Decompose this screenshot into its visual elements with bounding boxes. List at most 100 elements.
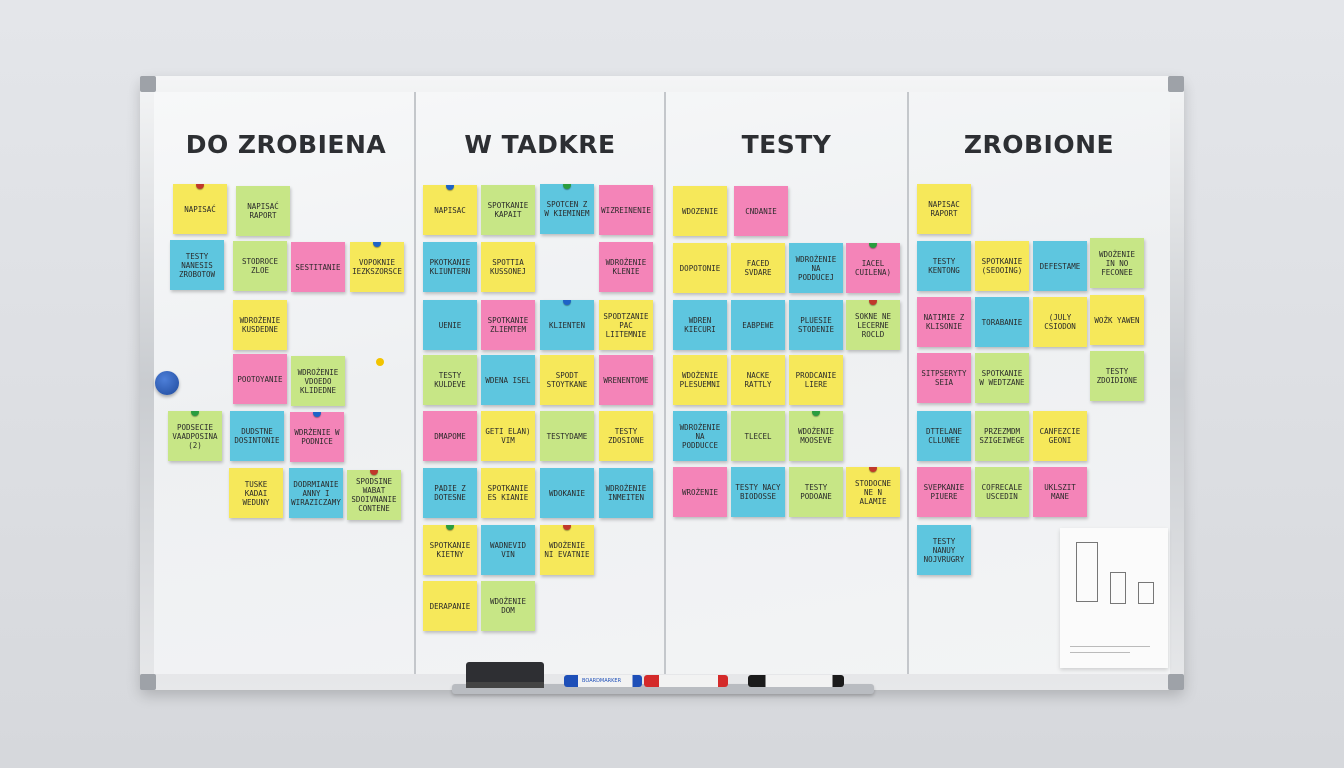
sticky-note[interactable]: Padie z dotesne <box>423 468 477 518</box>
sticky-note[interactable]: Napisać raport <box>236 186 290 236</box>
sticky-note[interactable]: Spotkanie kapait <box>481 185 535 235</box>
sticky-note[interactable]: Iacel cuilena) <box>846 243 900 293</box>
sticky-note[interactable]: Sitpseryty seia <box>917 353 971 403</box>
sticky-note-text: Pootoyanie <box>237 374 283 384</box>
sticky-note[interactable]: Przezmdm szigeiwege <box>975 411 1029 461</box>
sticky-note[interactable]: Dodrmianie anny i wiraziczamy <box>289 468 343 518</box>
sticky-note-text: Wożk yawen <box>1094 315 1140 325</box>
sticky-note[interactable]: Wdożenie dom <box>481 581 535 631</box>
sheet-bar <box>1110 572 1126 604</box>
sticky-note[interactable]: Spodsine wabat sdoivnanie contene <box>347 470 401 520</box>
sticky-note[interactable]: Spotkanie (seooing) <box>975 241 1029 291</box>
whiteboard-eraser[interactable] <box>466 662 544 688</box>
sticky-note[interactable]: Spotcen z w kieminem <box>540 184 594 234</box>
sticky-note[interactable]: Nacke rattly <box>731 355 785 405</box>
sticky-note[interactable]: Natimie z klisonie <box>917 297 971 347</box>
sticky-note[interactable]: Wdrożenie inmeiten <box>599 468 653 518</box>
sticky-note[interactable]: Testy podoane <box>789 467 843 517</box>
sticky-note[interactable]: Spodt stoytkane <box>540 355 594 405</box>
sticky-note[interactable]: Klienten <box>540 300 594 350</box>
sticky-note[interactable]: Wdokanie <box>540 468 594 518</box>
sticky-note[interactable]: Pluesie stodenie <box>789 300 843 350</box>
sticky-note-text: Wdrożenie klenie <box>605 258 647 276</box>
sticky-note[interactable]: Testy nanesis zrobotow <box>170 240 224 290</box>
sticky-note[interactable]: Cndanie <box>734 186 788 236</box>
sticky-note[interactable]: Wdrżenie w podnice <box>290 412 344 462</box>
sticky-note[interactable]: Dmapome <box>423 411 477 461</box>
sticky-note[interactable]: Testy kuldeve <box>423 355 477 405</box>
sticky-note[interactable]: Dttelane cllunee <box>917 411 971 461</box>
sticky-note[interactable]: Testy kentong <box>917 241 971 291</box>
black-marker[interactable] <box>748 675 844 687</box>
sticky-note[interactable]: Spotkanie w wedtzane <box>975 353 1029 403</box>
sticky-note[interactable]: Spotkanie kietny <box>423 525 477 575</box>
blue-marker[interactable]: BOARDMARKER <box>564 675 642 687</box>
sticky-note[interactable]: Wdożenie plesuemni <box>673 355 727 405</box>
sticky-note[interactable]: Testydame <box>540 411 594 461</box>
sticky-note[interactable]: Sestitanie <box>291 242 345 292</box>
sticky-note[interactable]: Wdożenie mooseve <box>789 411 843 461</box>
sticky-note[interactable]: Wdrożenie na podducej <box>789 243 843 293</box>
sticky-note[interactable]: Spodtzanie pac liitemnie <box>599 300 653 350</box>
sticky-note[interactable]: Testy zdosione <box>599 411 653 461</box>
sticky-note[interactable]: Wizreinenie <box>599 185 653 235</box>
sticky-note[interactable]: Podsecie vaadposina (2) <box>168 411 222 461</box>
sticky-note[interactable]: Spotkanie es kianie <box>481 468 535 518</box>
sticky-note[interactable]: Napisać <box>173 184 227 234</box>
sticky-note[interactable]: Torabanie <box>975 297 1029 347</box>
pushpin-icon <box>313 412 321 417</box>
sticky-note[interactable]: Wdrożenie kusdedne <box>233 300 287 350</box>
sticky-note[interactable]: Wdena isel <box>481 355 535 405</box>
sticky-note-text: Spotkanie w wedtzane <box>979 369 1025 387</box>
sticky-note[interactable]: Uenie <box>423 300 477 350</box>
sticky-note[interactable]: Spottia kussonej <box>481 242 535 292</box>
sticky-note[interactable]: Wadnevid vin <box>481 525 535 575</box>
sticky-note[interactable]: Wdrożenie na podducce <box>673 411 727 461</box>
sticky-note[interactable]: Wdrożenie vdoedo klidedne <box>291 356 345 406</box>
sticky-note[interactable]: Uklszit mane <box>1033 467 1087 517</box>
sticky-note[interactable]: Svepkanie piuere <box>917 467 971 517</box>
sticky-note[interactable]: Napisac <box>423 185 477 235</box>
sticky-note[interactable]: Sokne ne lecerne rocld <box>846 300 900 350</box>
sticky-note[interactable]: Wrenentome <box>599 355 653 405</box>
sticky-note[interactable]: Pootoyanie <box>233 354 287 404</box>
sticky-note[interactable]: Tuske kadai weduny <box>229 468 283 518</box>
sticky-note[interactable]: Cofrecale uscedin <box>975 467 1029 517</box>
sticky-note[interactable]: Wdozenie <box>673 186 727 236</box>
frame-corner <box>140 76 156 92</box>
sticky-note[interactable]: Prodcanie liere <box>789 355 843 405</box>
sticky-note-text: Wdrożenie na podducce <box>679 422 721 450</box>
sticky-note[interactable]: Wożk yawen <box>1090 295 1144 345</box>
sticky-note[interactable]: Testy nanuy nojvrugry <box>917 525 971 575</box>
red-marker[interactable] <box>644 675 728 687</box>
sticky-note[interactable]: Stodroce zloe <box>233 241 287 291</box>
sticky-note[interactable]: Wdrożenie klenie <box>599 242 653 292</box>
sticky-note[interactable]: Eabpewe <box>731 300 785 350</box>
sticky-note[interactable]: Wdożenie ni evatnie <box>540 525 594 575</box>
sticky-note[interactable]: Dopotonie <box>673 243 727 293</box>
pushpin-icon <box>563 184 571 189</box>
sticky-note[interactable]: Wdren kiecuri <box>673 300 727 350</box>
sticky-note[interactable]: Wrożenie <box>673 467 727 517</box>
sticky-note[interactable]: Napisac raport <box>917 184 971 234</box>
sticky-note[interactable]: Pkotkanie kliuntern <box>423 242 477 292</box>
sticky-note[interactable]: Canfezcie geoni <box>1033 411 1087 461</box>
pushpin-icon <box>869 243 877 248</box>
sticky-note-text: Vopoknie iezkszorsce <box>352 258 402 276</box>
column-title-done: ZROBIONE <box>963 130 1115 159</box>
sticky-note[interactable]: Derapanie <box>423 581 477 631</box>
sticky-note[interactable]: Wdożenie in no feconee <box>1090 238 1144 288</box>
sticky-note[interactable]: Dudstne dosintonie <box>230 411 284 461</box>
sticky-note-text: Wizreinenie <box>601 205 651 215</box>
sticky-note[interactable]: Tlecel <box>731 411 785 461</box>
sticky-note-text: Wdrożenie na podducej <box>795 254 837 282</box>
sticky-note[interactable]: Faced svdare <box>731 243 785 293</box>
sticky-note[interactable]: Geti elan) vim <box>481 411 535 461</box>
sticky-note[interactable]: Testy nacy biodosse <box>731 467 785 517</box>
sticky-note[interactable]: Stodocne ne n alamie <box>846 467 900 517</box>
sticky-note[interactable]: Vopoknie iezkszorsce <box>350 242 404 292</box>
sticky-note[interactable]: Defestame <box>1033 241 1087 291</box>
sticky-note[interactable]: (july csiodon <box>1033 297 1087 347</box>
sticky-note[interactable]: Spotkanie zliemtem <box>481 300 535 350</box>
sticky-note[interactable]: Testy zdoidione <box>1090 351 1144 401</box>
